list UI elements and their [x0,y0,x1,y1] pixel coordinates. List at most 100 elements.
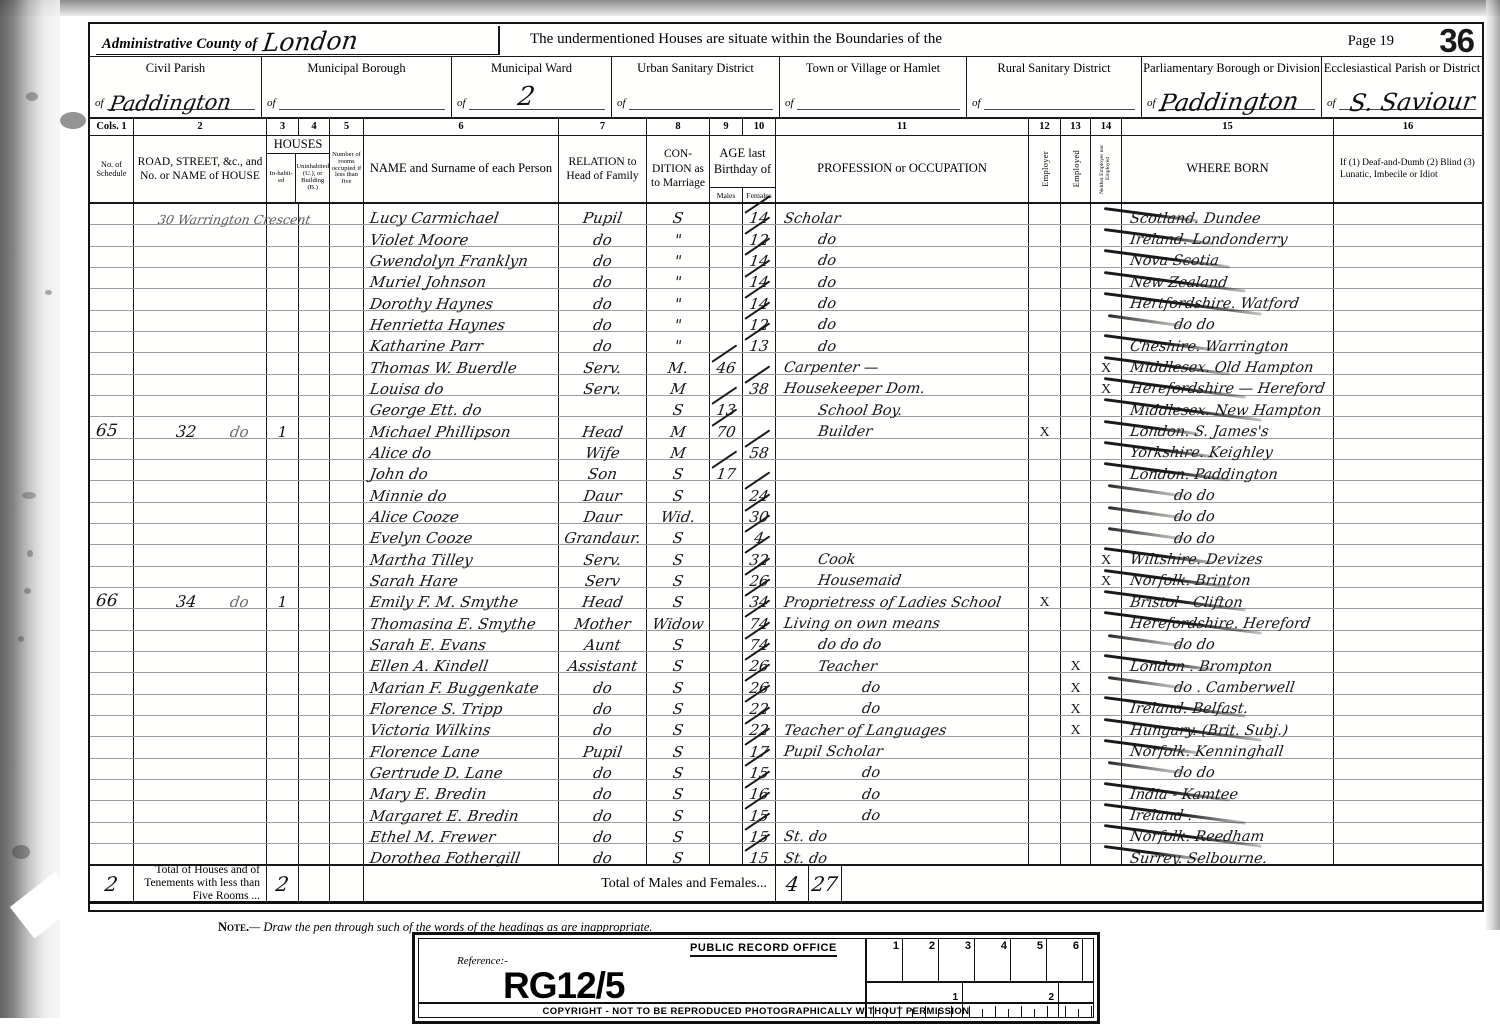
cell-relation[interactable]: do [559,673,647,697]
cell-name[interactable]: Alice do [364,438,559,462]
cell-inhabited[interactable] [267,651,299,673]
cell-age-female[interactable]: 15 [743,758,776,782]
cell-where-born[interactable]: Norfolk. Reedham [1122,822,1334,845]
cell-relation[interactable]: do [559,822,647,846]
cell-employed[interactable] [1061,225,1091,246]
cell-neither[interactable] [1091,673,1122,694]
cell-inhabited[interactable] [267,395,299,417]
cell-employed[interactable] [1061,502,1091,523]
cell-rooms[interactable] [330,353,364,374]
cell-where-born[interactable]: London. Paddington [1122,459,1334,483]
cell-age-female[interactable]: 58 [743,438,776,462]
cell-rooms[interactable] [330,438,364,459]
cell-uninhabited[interactable] [299,737,330,758]
cell-condition[interactable]: " [647,331,710,355]
cell-relation[interactable]: Mother [559,609,647,633]
cell-age-female[interactable]: 15 [743,822,776,846]
cell-rooms[interactable] [330,481,364,502]
cell-rooms[interactable] [330,715,364,737]
cell-address[interactable] [134,289,267,310]
cell-uninhabited[interactable] [299,609,330,630]
cell-name[interactable]: Thomasina E. Smythe [364,609,559,633]
cell-neither[interactable] [1091,395,1122,417]
cell-rooms[interactable] [330,502,364,523]
cell-uninhabited[interactable] [299,715,330,737]
cell-employed[interactable] [1061,353,1091,374]
cell-employed[interactable] [1061,395,1091,417]
table-row[interactable]: Dorothea Fothergill do S 15 St. do Surrey. Se… [90,843,1482,867]
cell-schedule[interactable] [90,438,134,459]
cell-profession[interactable]: Builder [776,417,1029,440]
table-row[interactable]: John do Son S 17 London. Paddington [90,459,1482,483]
cell-employer[interactable] [1029,630,1061,651]
cell-neither[interactable]: X [1091,353,1122,375]
cell-inhabited[interactable] [267,353,299,374]
cell-schedule[interactable] [90,758,134,779]
cell-name[interactable]: Violet Moore [364,225,559,249]
cell-profession[interactable] [776,523,1029,545]
cell-disability[interactable] [1334,737,1482,757]
cell-profession[interactable]: Carpenter — [776,353,1029,376]
table-row[interactable]: Violet Moore do " 12 do Ireland. Londonderry [90,225,1482,249]
cell-condition[interactable]: S [647,651,710,675]
cell-employer[interactable] [1029,204,1061,225]
cell-address[interactable] [134,694,267,715]
cell-relation[interactable]: do [559,758,647,782]
cell-rooms[interactable] [330,374,364,395]
cell-schedule[interactable] [90,801,134,822]
cell-relation[interactable]: do [559,331,647,355]
cell-inhabited[interactable] [267,737,299,758]
cell-age-female[interactable]: 26 [743,673,776,697]
cell-age-male[interactable]: 70 [710,417,743,441]
cell-relation[interactable]: do [559,246,647,270]
cell-rooms[interactable] [330,310,364,331]
cell-address[interactable]: 30 Warrington Crescent [134,204,312,227]
cell-where-born[interactable]: India - Kamtee [1122,779,1334,803]
cell-address[interactable] [134,374,267,395]
cell-profession[interactable] [776,502,1029,523]
cell-employed[interactable] [1061,417,1091,438]
cell-name[interactable]: Ethel M. Frewer [364,822,559,846]
cell-uninhabited[interactable] [299,310,330,331]
district-cell-parliamentary-borough[interactable]: Parliamentary Borough or Division of Pad… [1142,57,1322,117]
cell-schedule[interactable]: 66 [90,587,134,611]
cell-where-born[interactable]: do do [1122,481,1334,504]
cell-profession[interactable]: do [776,289,1029,312]
cell-name[interactable]: Dorothy Haynes [364,289,559,313]
cell-rooms[interactable] [330,331,364,353]
cell-employer[interactable] [1029,523,1061,545]
cell-employed[interactable] [1061,481,1091,502]
cell-uninhabited[interactable] [299,758,330,779]
cell-neither[interactable] [1091,481,1122,502]
cell-age-female[interactable] [743,395,776,417]
cell-age-male[interactable] [710,267,743,289]
cell-name[interactable]: Katharine Parr [364,331,559,355]
table-row[interactable]: 30 Warrington Crescent Lucy Carmichael Pup… [90,204,1482,227]
cell-employer[interactable] [1029,801,1061,822]
cell-uninhabited[interactable] [299,523,330,545]
cell-schedule[interactable] [90,246,134,267]
cell-rooms[interactable] [330,523,364,545]
cell-address[interactable] [134,715,267,737]
cell-relation[interactable]: Son [559,459,647,483]
cell-uninhabited[interactable] [299,438,330,459]
cell-schedule[interactable] [90,843,134,865]
table-row[interactable]: Alice do Wife M 58 Yorkshire. Keighley [90,438,1482,462]
cell-disability[interactable] [1334,289,1482,309]
cell-employer[interactable] [1029,651,1061,673]
cell-disability[interactable] [1334,311,1482,331]
cell-disability[interactable] [1334,545,1482,565]
district-cell-municipal-ward[interactable]: Municipal Ward of 2 [452,57,612,117]
cell-age-male[interactable] [710,523,743,545]
cell-name[interactable]: Margaret E. Bredin [364,801,559,825]
cell-profession[interactable]: St. do [776,822,1029,845]
cell-condition[interactable]: S [647,801,710,825]
cell-profession[interactable]: Cook [776,545,1029,568]
cell-age-male[interactable] [710,566,743,587]
cell-age-male[interactable] [710,289,743,310]
table-row[interactable]: Henrietta Haynes do " 12 do do do [90,310,1482,334]
cell-employer[interactable]: X [1029,417,1061,439]
cell-condition[interactable]: " [647,225,710,249]
cell-age-male[interactable] [710,331,743,353]
cell-uninhabited[interactable] [299,843,330,865]
